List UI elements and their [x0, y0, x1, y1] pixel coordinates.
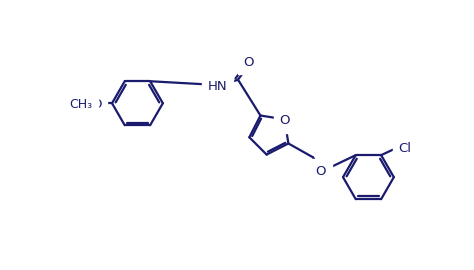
Text: HN: HN — [208, 80, 228, 93]
Text: O: O — [279, 114, 290, 127]
Text: O: O — [243, 56, 254, 69]
Text: CH₃: CH₃ — [70, 98, 93, 111]
Text: O: O — [91, 98, 102, 111]
Text: O: O — [316, 165, 326, 178]
Text: Cl: Cl — [398, 143, 411, 156]
